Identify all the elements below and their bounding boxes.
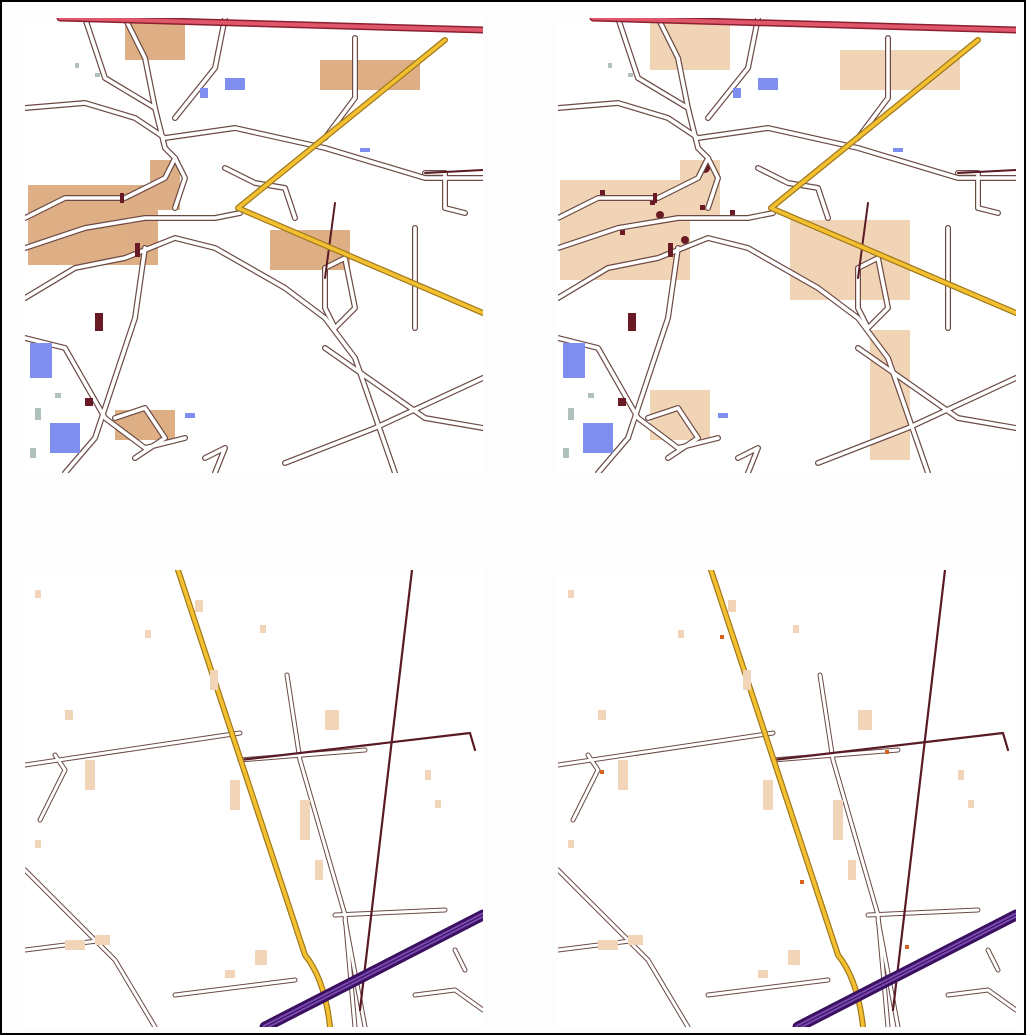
map-panel-bottom-right — [558, 570, 1016, 1027]
map-panel-top-left — [25, 18, 483, 473]
map-panel-top-right — [558, 18, 1016, 473]
map-panel-bottom-left — [25, 570, 483, 1027]
